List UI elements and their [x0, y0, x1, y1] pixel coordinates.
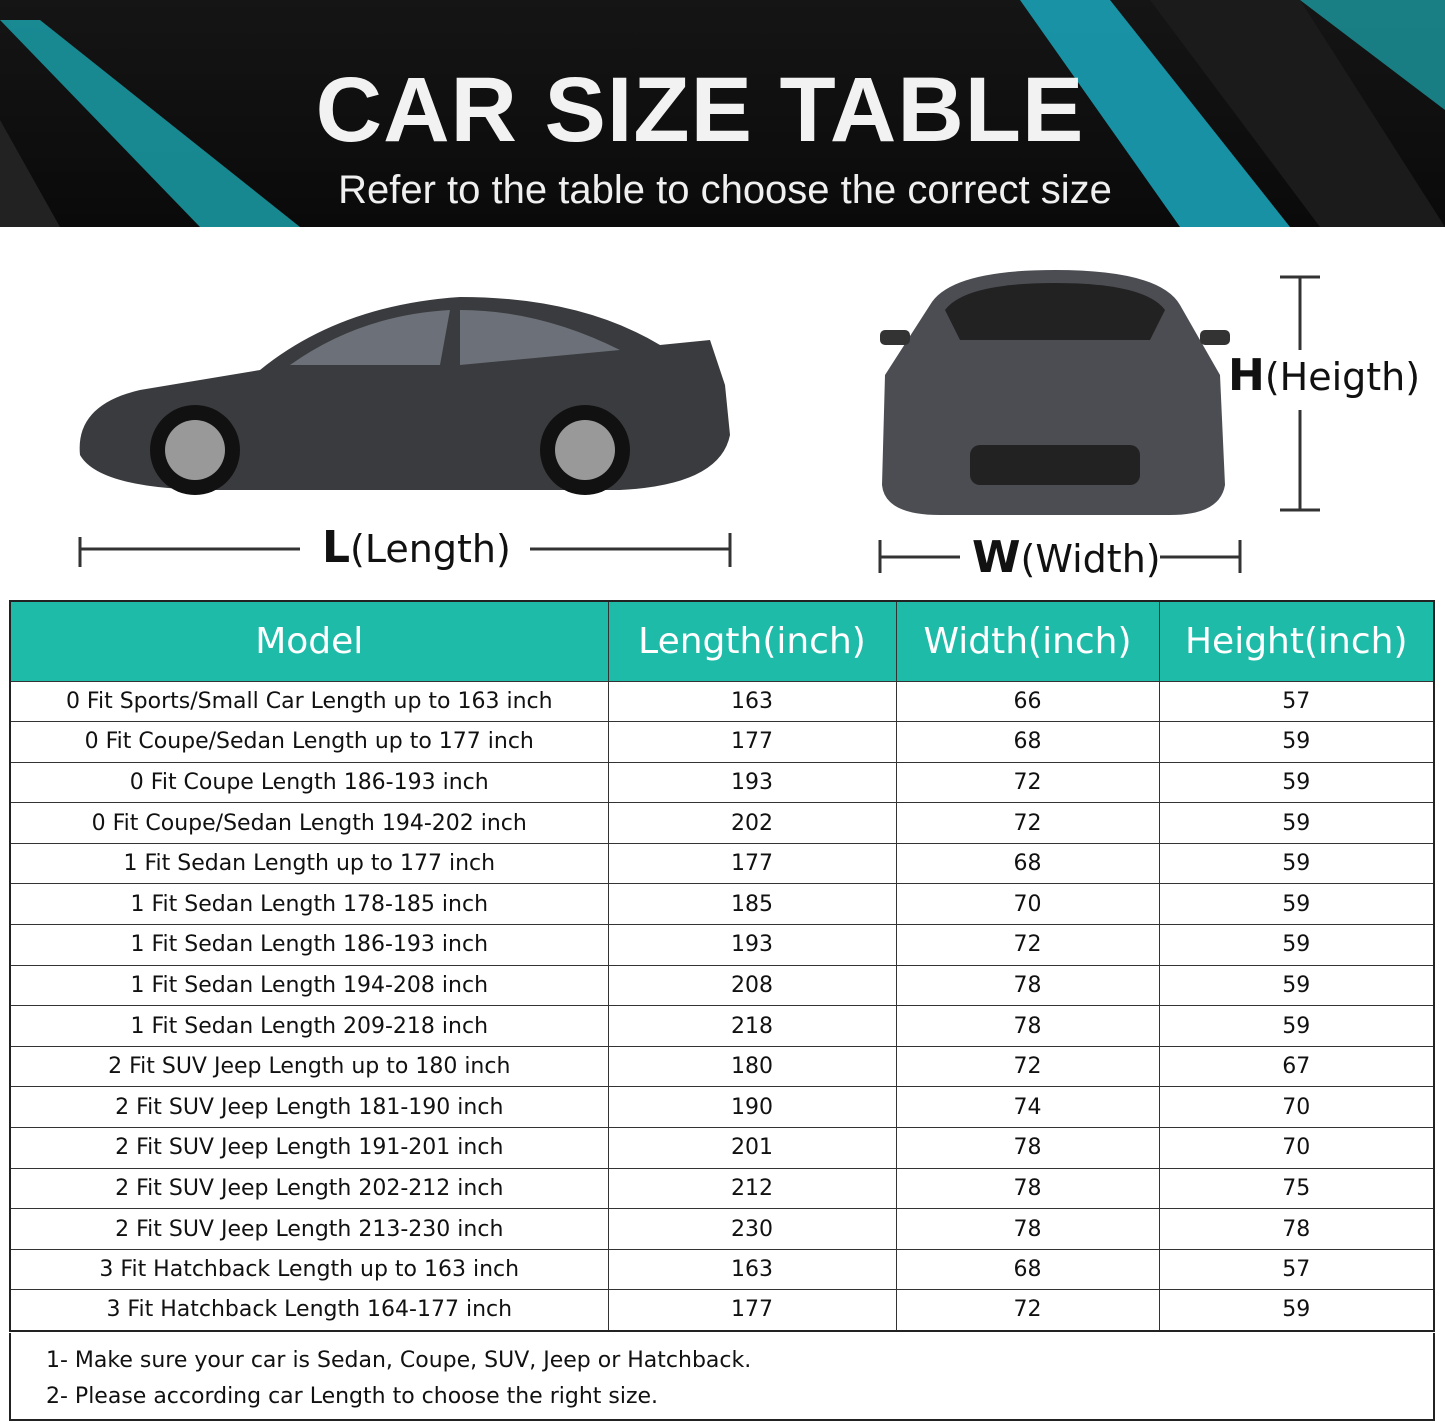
model-cell: 1 Fit Sedan Length 209-218 inch: [9, 1005, 609, 1047]
width-cell: 72: [895, 924, 1160, 966]
height-cell: 59: [1158, 761, 1435, 804]
banner-decoration: [0, 0, 1445, 227]
banner-subtitle: Refer to the table to choose the correct…: [338, 168, 1112, 212]
length-cell: 208: [607, 964, 897, 1007]
length-cell: 193: [607, 761, 897, 804]
width-cell: 68: [895, 1248, 1160, 1291]
width-cell: 72: [895, 761, 1160, 804]
car-front-view-image: [878, 270, 1320, 573]
width-cell: 78: [895, 1167, 1160, 1210]
banner-title: CAR SIZE TABLE: [315, 59, 1085, 161]
column-header-width: Width(inch): [895, 600, 1160, 682]
width-cell: 70: [895, 883, 1160, 926]
table-row: 1 Fit Sedan Length 209-218 inch 218 78 59: [9, 1005, 1435, 1047]
model-cell: 1 Fit Sedan Length 186-193 inch: [9, 924, 609, 966]
model-cell: 1 Fit Sedan Length 194-208 inch: [9, 964, 609, 1007]
width-cell: 78: [895, 1127, 1160, 1169]
table-row: 2 Fit SUV Jeep Length 181-190 inch 190 74 7…: [9, 1086, 1435, 1129]
width-cell: 72: [895, 1289, 1160, 1331]
width-cell: 78: [895, 1208, 1160, 1250]
model-cell: 0 Fit Coupe/Sedan Length 194-202 inch: [9, 802, 609, 844]
table-row: 0 Fit Coupe/Sedan Length up to 177 inch 1…: [9, 721, 1435, 763]
table-row: 2 Fit SUV Jeep Length 191-201 inch 201 78 7…: [9, 1127, 1435, 1169]
height-cell: 59: [1158, 802, 1435, 844]
height-label: H(Heigth): [1228, 350, 1421, 401]
length-cell: 163: [607, 1248, 897, 1291]
size-table: Model Length(inch) Width(inch) Height(in…: [9, 600, 1435, 1332]
model-cell: 1 Fit Sedan Length up to 177 inch: [9, 842, 609, 885]
model-cell: 2 Fit SUV Jeep Length up to 180 inch: [9, 1045, 609, 1088]
length-cell: 230: [607, 1208, 897, 1250]
table-row: 1 Fit Sedan Length 194-208 inch 208 78 59: [9, 964, 1435, 1007]
column-header-height: Height(inch): [1158, 600, 1435, 682]
width-cell: 78: [895, 964, 1160, 1007]
height-cell: 67: [1158, 1045, 1435, 1088]
width-cell: 66: [895, 680, 1160, 723]
height-cell: 59: [1158, 842, 1435, 885]
length-cell: 185: [607, 883, 897, 926]
width-cell: 72: [895, 802, 1160, 844]
model-cell: 0 Fit Coupe/Sedan Length up to 177 inch: [9, 721, 609, 763]
car-side-view-image: [78, 297, 732, 567]
height-cell: 59: [1158, 883, 1435, 926]
width-cell: 78: [895, 1005, 1160, 1047]
table-row: 2 Fit SUV Jeep Length 213-230 inch 230 78 7…: [9, 1208, 1435, 1250]
table-row: 1 Fit Sedan Length 186-193 inch 193 72 59: [9, 924, 1435, 966]
table-row: 0 Fit Coupe Length 186-193 inch 193 72 59: [9, 761, 1435, 804]
table-row: 3 Fit Hatchback Length up to 163 inch 163…: [9, 1248, 1435, 1291]
length-cell: 201: [607, 1127, 897, 1169]
length-cell: 177: [607, 842, 897, 885]
length-cell: 202: [607, 802, 897, 844]
table-header-row: Model Length(inch) Width(inch) Height(in…: [9, 600, 1435, 682]
width-cell: 74: [895, 1086, 1160, 1129]
model-cell: 3 Fit Hatchback Length up to 163 inch: [9, 1248, 609, 1291]
table-row: 2 Fit SUV Jeep Length up to 180 inch 180 7…: [9, 1045, 1435, 1088]
height-cell: 70: [1158, 1086, 1435, 1129]
height-cell: 59: [1158, 964, 1435, 1007]
model-cell: 2 Fit SUV Jeep Length 213-230 inch: [9, 1208, 609, 1250]
length-cell: 177: [607, 1289, 897, 1331]
model-cell: 3 Fit Hatchback Length 164-177 inch: [9, 1289, 609, 1331]
width-cell: 68: [895, 721, 1160, 763]
height-cell: 75: [1158, 1167, 1435, 1210]
model-cell: 2 Fit SUV Jeep Length 191-201 inch: [9, 1127, 609, 1169]
height-cell: 57: [1158, 1248, 1435, 1291]
length-cell: 190: [607, 1086, 897, 1129]
height-cell: 59: [1158, 1289, 1435, 1331]
width-cell: 68: [895, 842, 1160, 885]
height-cell: 59: [1158, 1005, 1435, 1047]
height-cell: 78: [1158, 1208, 1435, 1250]
length-cell: 212: [607, 1167, 897, 1210]
height-cell: 57: [1158, 680, 1435, 723]
table-row: 0 Fit Coupe/Sedan Length 194-202 inch 202…: [9, 802, 1435, 844]
length-cell: 177: [607, 721, 897, 763]
height-cell: 59: [1158, 721, 1435, 763]
table-row: 3 Fit Hatchback Length 164-177 inch 177 72…: [9, 1289, 1435, 1331]
table-row: 1 Fit Sedan Length up to 177 inch 177 68 59: [9, 842, 1435, 885]
model-cell: 1 Fit Sedan Length 178-185 inch: [9, 883, 609, 926]
header-banner: CAR SIZE TABLE Refer to the table to cho…: [0, 0, 1445, 227]
note-item: 1- Make sure your car is Sedan, Coupe, S…: [46, 1348, 752, 1373]
length-cell: 193: [607, 924, 897, 966]
width-cell: 72: [895, 1045, 1160, 1088]
width-label: W(Width): [972, 532, 1161, 583]
table-row: 2 Fit SUV Jeep Length 202-212 inch 212 78 7…: [9, 1167, 1435, 1210]
model-cell: 2 Fit SUV Jeep Length 202-212 inch: [9, 1167, 609, 1210]
note-item: 2- Please according car Length to choose…: [46, 1384, 659, 1409]
length-cell: 163: [607, 680, 897, 723]
table-row: 0 Fit Sports/Small Car Length up to 163 …: [9, 680, 1435, 723]
notes: 1- Make sure your car is Sedan, Coupe, S…: [9, 1333, 1435, 1421]
table-row: 1 Fit Sedan Length 178-185 inch 185 70 59: [9, 883, 1435, 926]
length-cell: 180: [607, 1045, 897, 1088]
model-cell: 0 Fit Sports/Small Car Length up to 163 …: [9, 680, 609, 723]
column-header-length: Length(inch): [607, 600, 897, 682]
height-cell: 70: [1158, 1127, 1435, 1169]
height-cell: 59: [1158, 924, 1435, 966]
column-header-model: Model: [9, 600, 609, 682]
length-label: L(Length): [322, 522, 511, 573]
model-cell: 0 Fit Coupe Length 186-193 inch: [9, 761, 609, 804]
length-cell: 218: [607, 1005, 897, 1047]
model-cell: 2 Fit SUV Jeep Length 181-190 inch: [9, 1086, 609, 1129]
